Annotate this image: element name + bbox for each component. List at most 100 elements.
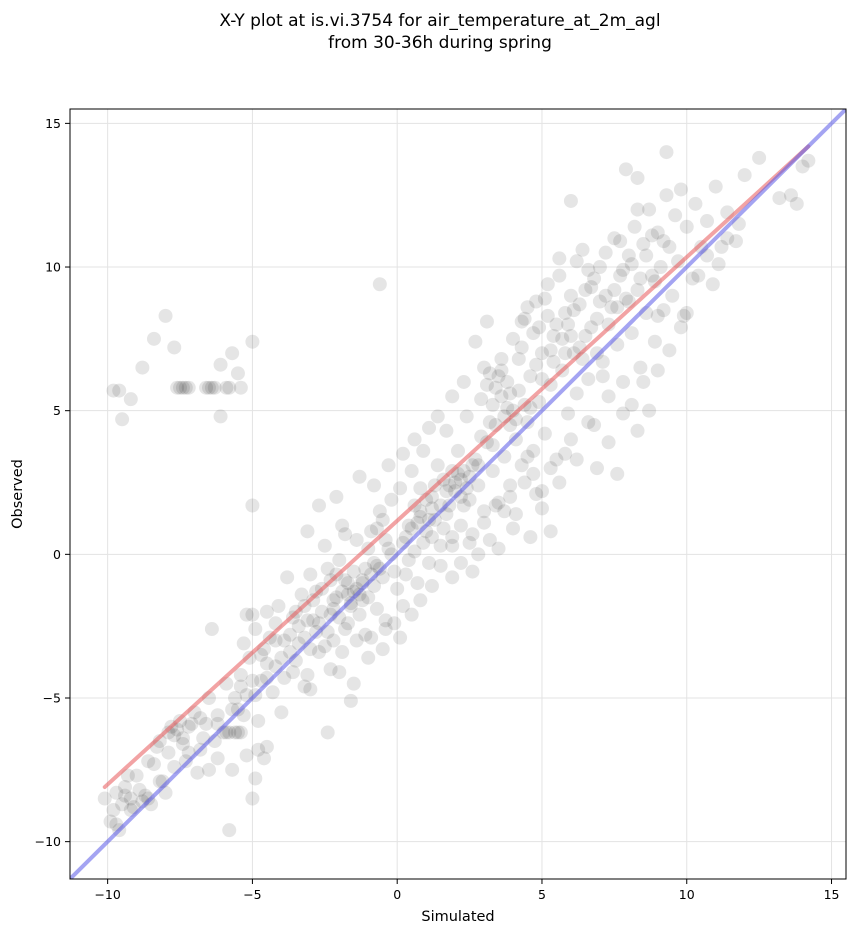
scatter-point: [439, 423, 454, 438]
scatter-point: [566, 303, 581, 318]
scatter-point: [482, 415, 497, 430]
scatter-point: [540, 277, 555, 292]
scatter-point: [610, 300, 625, 315]
scatter-point: [280, 570, 295, 585]
scatter-point: [228, 690, 243, 705]
x-tick-label: 10: [679, 887, 695, 902]
scatter-point: [508, 507, 523, 522]
scatter-point: [618, 291, 633, 306]
scatter-point: [300, 524, 315, 539]
scatter-point: [274, 705, 289, 720]
scatter-point: [700, 214, 715, 229]
scatter-point: [340, 616, 355, 631]
scatter-point: [453, 518, 468, 533]
scatter-point: [650, 363, 665, 378]
scatter-point: [581, 262, 596, 277]
scatter-point: [488, 498, 503, 513]
scatter-point: [291, 619, 306, 634]
scatter-point: [364, 630, 379, 645]
scatter-point: [595, 369, 610, 384]
scatter-point: [801, 153, 816, 168]
scatter-point: [338, 573, 353, 588]
scatter-point: [459, 481, 474, 496]
scatter-point: [526, 443, 541, 458]
scatter-point: [306, 613, 321, 628]
scatter-point: [233, 679, 248, 694]
scatter-point: [306, 593, 321, 608]
scatter-point: [372, 504, 387, 519]
scatter-point: [500, 374, 515, 389]
scatter-point: [233, 725, 248, 740]
scatter-point: [404, 521, 419, 536]
scatter-point: [523, 530, 538, 545]
scatter-point: [624, 397, 639, 412]
scatter-point: [563, 288, 578, 303]
scatter-point: [485, 438, 500, 453]
scatter-point: [679, 219, 694, 234]
scatter-point: [422, 555, 437, 570]
x-tick-label: 15: [824, 887, 840, 902]
y-tick-label: 5: [53, 403, 61, 418]
scatter-point: [300, 668, 315, 683]
scatter-point: [115, 797, 130, 812]
scatter-point: [424, 501, 439, 516]
scatter-point: [326, 593, 341, 608]
scatter-point: [361, 650, 376, 665]
x-tick-label: −5: [243, 887, 261, 902]
scatter-point: [630, 283, 645, 298]
scatter-point: [245, 334, 260, 349]
scatter-point: [569, 254, 584, 269]
scatter-point: [401, 518, 416, 533]
scatter-point: [274, 650, 289, 665]
scatter-point: [271, 599, 286, 614]
scatter-point: [158, 308, 173, 323]
scatter-point: [170, 380, 185, 395]
scatter-point: [430, 409, 445, 424]
scatter-point: [338, 622, 353, 637]
fit-line: [102, 144, 811, 790]
scatter-point: [604, 300, 619, 315]
scatter-point: [500, 400, 515, 415]
scatter-point: [407, 544, 422, 559]
scatter-point: [329, 590, 344, 605]
scatter-point: [355, 593, 370, 608]
scatter-point: [537, 291, 552, 306]
scatter-point: [433, 538, 448, 553]
scatter-point: [613, 268, 628, 283]
scatter-point: [624, 257, 639, 272]
chart-title-line-1: X-Y plot at is.vi.3754 for air_temperatu…: [219, 11, 660, 31]
scatter-point: [312, 498, 327, 513]
scatter-point: [387, 564, 402, 579]
scatter-point: [453, 555, 468, 570]
scatter-point: [558, 446, 573, 461]
scatter-point: [520, 300, 535, 315]
x-tick-label: −10: [94, 887, 120, 902]
scatter-point: [529, 357, 544, 372]
scatter-point: [479, 435, 494, 450]
scatter-point: [636, 237, 651, 252]
scatter-point: [503, 478, 518, 493]
y-tick-label: 10: [45, 260, 61, 275]
scatter-point: [181, 719, 196, 734]
scatter-point: [601, 317, 616, 332]
scatter-point: [233, 380, 248, 395]
scatter-point: [503, 386, 518, 401]
scatter-point: [381, 541, 396, 556]
scatter-point: [752, 150, 767, 165]
scatter-point: [320, 561, 335, 576]
scatter-point: [167, 340, 182, 355]
scatter-point: [552, 251, 567, 266]
scatter-point: [401, 553, 416, 568]
scatter-point: [558, 305, 573, 320]
scatter-point: [410, 576, 425, 591]
scatter-point: [254, 647, 269, 662]
scatter-point: [688, 196, 703, 211]
scatter-point: [123, 392, 138, 407]
scatter-point: [494, 351, 509, 366]
scatter-point: [236, 636, 251, 651]
scatter-point: [673, 320, 688, 335]
scatter-point: [589, 346, 604, 361]
scatter-point: [642, 202, 657, 217]
scatter-point: [329, 489, 344, 504]
scatter-point: [445, 538, 460, 553]
